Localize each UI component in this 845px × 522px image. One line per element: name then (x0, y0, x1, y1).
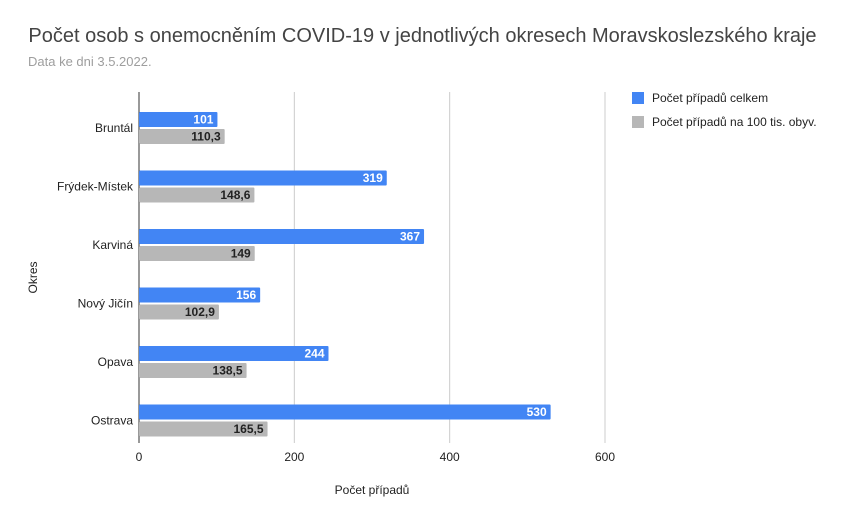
bar-per-100k (139, 187, 255, 203)
data-label: 165,5 (234, 422, 264, 436)
bar-total (139, 170, 387, 186)
category-label: Bruntál (95, 121, 133, 135)
data-label: 102,9 (185, 305, 215, 319)
bar-total (139, 287, 261, 303)
bar-total (139, 404, 551, 420)
category-label: Ostrava (91, 414, 133, 428)
data-label: 148,6 (220, 188, 250, 202)
bar-per-100k (139, 363, 247, 378)
legend-swatch (632, 116, 644, 128)
category-label: Opava (98, 355, 134, 369)
data-label: 149 (231, 247, 251, 261)
chart-title: Počet osob s onemocněním COVID-19 v jedn… (28, 25, 817, 47)
data-label: 530 (527, 405, 547, 419)
bar-total (139, 229, 425, 244)
bar-total (139, 112, 218, 127)
bar-per-100k (139, 421, 268, 437)
data-label: 110,3 (191, 130, 221, 144)
legend-swatch (632, 92, 644, 104)
data-label: 367 (400, 230, 420, 244)
x-tick-label: 600 (595, 450, 615, 464)
data-label: 101 (193, 113, 213, 127)
bar-per-100k (139, 304, 219, 320)
x-tick-label: 200 (284, 450, 304, 464)
chart-subtitle: Data ke dni 3.5.2022. (28, 54, 152, 69)
data-label: 319 (363, 171, 383, 185)
y-axis-title: Okres (26, 261, 40, 293)
x-tick-label: 0 (136, 450, 143, 464)
category-label: Nový Jičín (78, 297, 133, 311)
bar-per-100k (139, 129, 225, 144)
x-tick-label: 400 (440, 450, 460, 464)
x-axis-title: Počet případů (335, 483, 410, 497)
category-label: Karviná (92, 238, 133, 252)
data-label: 156 (236, 288, 256, 302)
bar-total (139, 346, 329, 361)
bar-per-100k (139, 246, 255, 261)
legend-label: Počet případů celkem (652, 91, 768, 105)
data-label: 138,5 (213, 364, 243, 378)
category-label: Frýdek-Místek (57, 180, 134, 194)
data-label: 244 (304, 347, 324, 361)
legend-label: Počet případů na 100 tis. obyv. (652, 115, 817, 129)
